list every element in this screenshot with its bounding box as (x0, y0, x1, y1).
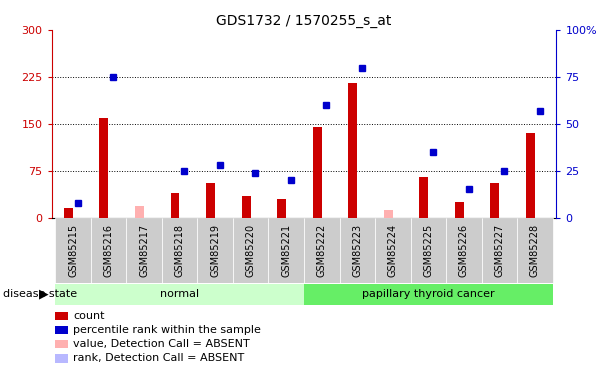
Text: value, Detection Call = ABSENT: value, Detection Call = ABSENT (73, 339, 250, 349)
Bar (171, 192, 179, 217)
Text: papillary thyroid cancer: papillary thyroid cancer (362, 289, 495, 299)
Bar (491, 183, 499, 218)
Text: rank, Detection Call = ABSENT: rank, Detection Call = ABSENT (73, 354, 244, 363)
Bar (64, 208, 73, 218)
Text: GSM85226: GSM85226 (459, 224, 469, 277)
Text: GSM85217: GSM85217 (139, 224, 149, 277)
Bar (375, 217, 410, 283)
Bar (162, 217, 198, 283)
Bar (304, 217, 339, 283)
Title: GDS1732 / 1570255_s_at: GDS1732 / 1570255_s_at (216, 13, 392, 28)
Bar (482, 217, 517, 283)
Bar (55, 217, 91, 283)
Bar (446, 217, 482, 283)
Text: disease state: disease state (3, 290, 77, 299)
Bar (241, 196, 250, 217)
Bar (526, 133, 535, 218)
Text: normal: normal (160, 289, 199, 299)
Bar (126, 217, 162, 283)
Text: GSM85222: GSM85222 (317, 224, 326, 277)
Text: count: count (73, 311, 105, 321)
Text: GSM85224: GSM85224 (388, 224, 398, 277)
Text: GSM85228: GSM85228 (530, 224, 540, 277)
Bar (91, 217, 126, 283)
Bar (313, 127, 322, 218)
Text: GSM85216: GSM85216 (103, 224, 114, 277)
Bar (55, 284, 304, 304)
Bar (206, 183, 215, 218)
Text: GSM85220: GSM85220 (246, 224, 256, 277)
Text: GSM85227: GSM85227 (494, 224, 505, 277)
Text: GSM85221: GSM85221 (282, 224, 291, 277)
Bar (100, 117, 108, 218)
Bar (233, 217, 269, 283)
Text: percentile rank within the sample: percentile rank within the sample (73, 325, 261, 335)
Bar (384, 210, 393, 218)
Bar (339, 217, 375, 283)
Text: GSM85225: GSM85225 (423, 224, 434, 277)
Bar (517, 217, 553, 283)
Bar (455, 202, 464, 217)
Text: ▶: ▶ (39, 288, 49, 301)
Text: GSM85219: GSM85219 (210, 224, 220, 277)
Bar (269, 217, 304, 283)
Bar (304, 284, 553, 304)
Bar (198, 217, 233, 283)
Text: GSM85215: GSM85215 (68, 224, 78, 277)
Bar (135, 206, 144, 218)
Bar (348, 83, 357, 218)
Text: GSM85218: GSM85218 (174, 224, 185, 277)
Bar (420, 177, 428, 218)
Bar (410, 217, 446, 283)
Bar (277, 199, 286, 217)
Text: GSM85223: GSM85223 (352, 224, 362, 277)
